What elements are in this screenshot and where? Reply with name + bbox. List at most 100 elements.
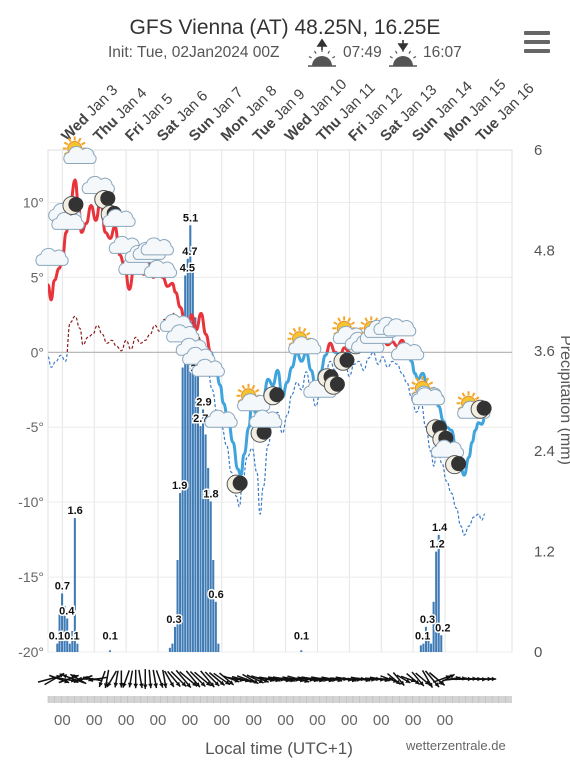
wind-arrow-head [209, 682, 215, 688]
sun-ray [394, 50, 398, 54]
wind-arrow-head [119, 683, 124, 688]
wind-arrow-icon [175, 669, 192, 689]
sun-half [312, 56, 332, 66]
cloud-shape [249, 409, 283, 428]
hour-label: 00 [277, 712, 294, 729]
credits-link[interactable]: wetterzentrale.de [406, 738, 506, 753]
moon-shadow [232, 475, 248, 491]
wind-arrow-icon [127, 670, 134, 688]
precip-bar [194, 317, 197, 652]
wind-arrow-icon [88, 676, 107, 683]
moon-shadow [476, 400, 492, 416]
precip-data-label: 0.1 [103, 631, 118, 643]
wind-arrow-icon [473, 676, 497, 682]
precip-data-label: 1.9 [172, 480, 187, 492]
cloud-icon [81, 175, 115, 194]
wind-arrow-head [253, 679, 259, 684]
sun-cloud-icon [287, 326, 322, 355]
wind-arrow-head [205, 681, 211, 686]
wind-arrow-icon [204, 671, 220, 687]
wind-arrow-head [77, 676, 82, 682]
wind-arrow-head [153, 683, 158, 689]
wind-arrow-icon [148, 669, 153, 689]
hamburger-menu-icon[interactable] [524, 31, 550, 53]
wind-arrow-head [428, 682, 433, 688]
wind-arrow-icon [98, 670, 106, 688]
cloud-icon [166, 324, 200, 343]
sun-ray [425, 377, 430, 382]
wind-arrow-icon [208, 672, 226, 686]
sun-ray [63, 141, 69, 146]
cloud-icon [411, 387, 445, 406]
sun-ray [411, 381, 416, 386]
precip-bar [196, 375, 199, 652]
sun-ray [415, 377, 420, 382]
sun-cloud-icon [236, 383, 271, 412]
precip-bar [212, 559, 215, 652]
wind-arrow-head [219, 680, 225, 686]
precip-bar [71, 631, 74, 652]
wind-arrow-head [405, 678, 411, 683]
cloud-icon [249, 409, 283, 428]
moon-icon [470, 399, 492, 419]
cloud-icon [140, 237, 174, 256]
y-tick-label-left: -20° [18, 644, 44, 660]
moon-icon [62, 195, 84, 215]
wind-arrow-head [113, 682, 119, 688]
sun-half [393, 56, 413, 66]
wind-arrow-icon [113, 670, 119, 688]
precip-bar [66, 618, 69, 652]
cloud-icon [383, 318, 417, 337]
y-tick-label-left: 0° [31, 344, 44, 360]
sun-ray [308, 55, 312, 59]
cloud-icon [204, 409, 238, 428]
wind-arrow-head [142, 684, 148, 689]
precip-bar [419, 645, 422, 652]
hour-label: 00 [86, 712, 103, 729]
down-arrow [397, 40, 409, 52]
wind-arrow-icon [170, 670, 187, 688]
wind-arrow-head [200, 681, 206, 687]
moon-icon [333, 351, 355, 371]
cloud-icon [143, 259, 178, 278]
wind-arrow-icon [438, 673, 455, 685]
wind-arrow-head [148, 683, 153, 689]
cloud-shape [143, 259, 178, 278]
wind-arrow-icon [387, 672, 402, 686]
moon-shadow [269, 387, 285, 403]
y-tick-label-left: -5° [26, 419, 44, 435]
wind-arrow-icon [213, 672, 231, 686]
precip-data-label: 0.3 [420, 614, 435, 626]
sun-ray [302, 327, 307, 333]
wind-arrow-head [181, 681, 187, 687]
up-arrow [316, 38, 328, 50]
moon-icon [250, 423, 272, 443]
wind-arrow-head [186, 682, 191, 688]
y-tick-label-right: 4.8 [534, 242, 555, 259]
cloud-shape [411, 387, 445, 406]
wind-arrow-icon [163, 670, 175, 688]
precip-bar [73, 518, 76, 652]
precip-bar [440, 635, 443, 652]
wind-arrow-head [88, 677, 94, 683]
precip-data-label: 0.7 [55, 580, 70, 592]
hour-label: 00 [150, 712, 167, 729]
sun-ray [350, 321, 356, 326]
cloud-icon [191, 358, 225, 377]
cloud-shape [81, 175, 115, 194]
wind-arrow-icon [246, 674, 264, 684]
sun-ray [332, 55, 336, 59]
sun-ray [360, 321, 365, 326]
hour-label: 00 [182, 712, 199, 729]
wind-arrow-head [410, 678, 416, 683]
dewpoint-line-below-zero [48, 352, 486, 536]
precip-data-label: 1.4 [432, 522, 448, 534]
y-tick-label-left: -15° [18, 569, 44, 585]
hour-label: 00 [373, 712, 390, 729]
wind-arrow-icon [119, 670, 124, 688]
moon-shadow [329, 376, 345, 392]
precip-data-label: 0.1 [49, 631, 64, 643]
cloud-shape [102, 208, 136, 227]
cloud-shape [383, 318, 417, 337]
sun-ray [241, 384, 246, 390]
